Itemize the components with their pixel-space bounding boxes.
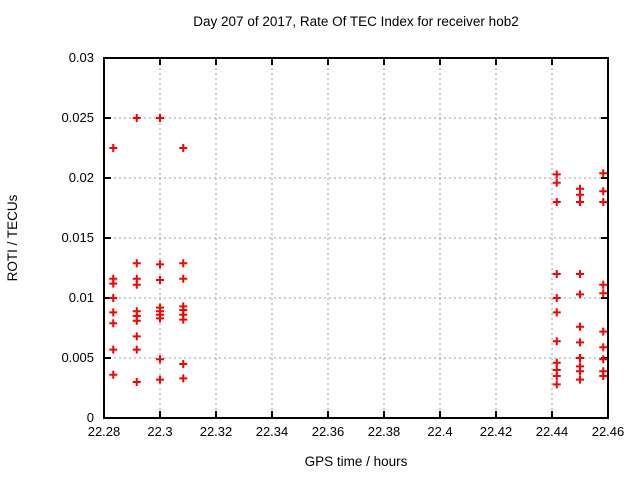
data-point [132, 114, 141, 122]
x-tick-label: 22.4 [427, 424, 453, 439]
data-point [132, 259, 141, 268]
x-tick-label: 22.34 [255, 424, 289, 439]
x-tick-label: 22.32 [199, 424, 233, 439]
data-point [132, 378, 141, 386]
data-point [576, 375, 584, 384]
data-point [599, 198, 608, 206]
data-point [552, 308, 561, 317]
data-point [156, 355, 164, 364]
data-point [552, 270, 561, 278]
x-tick-label: 22.46 [591, 424, 625, 439]
data-point [576, 367, 584, 376]
data-point [109, 294, 118, 302]
data-point [599, 343, 608, 352]
x-tick-label: 22.38 [367, 424, 401, 439]
data-point [552, 178, 561, 187]
y-tick-label: 0 [86, 410, 94, 425]
x-tick-label: 22.3 [147, 424, 173, 439]
x-tick-label: 22.44 [535, 424, 569, 439]
data-point [576, 354, 584, 362]
data-point [179, 374, 188, 383]
x-axis-label: GPS time / hours [304, 454, 408, 469]
data-point [179, 144, 188, 152]
data-point [576, 190, 584, 199]
y-tick-label: 0.01 [68, 290, 94, 305]
data-point [156, 114, 164, 122]
y-tick-label: 0.03 [68, 50, 94, 65]
data-point [132, 332, 141, 341]
x-tick-label: 22.28 [87, 424, 121, 439]
y-tick-label: 0.02 [68, 170, 94, 185]
data-point [599, 280, 608, 289]
data-point [599, 169, 608, 178]
data-point [576, 322, 584, 331]
data-point [109, 345, 118, 354]
data-point [576, 270, 584, 278]
data-point [179, 315, 188, 324]
data-point [552, 380, 561, 389]
data-point [552, 358, 561, 367]
data-point [576, 198, 584, 206]
data-point [109, 279, 118, 288]
data-point [109, 144, 118, 152]
x-tick-label: 22.42 [479, 424, 513, 439]
data-point [132, 280, 141, 289]
data-point [179, 360, 188, 368]
y-tick-label: 0.025 [61, 110, 94, 125]
data-point [599, 355, 608, 364]
x-tick-label: 22.36 [311, 424, 345, 439]
data-point [552, 170, 561, 179]
y-tick-label: 0.015 [61, 230, 94, 245]
data-point [109, 308, 118, 317]
data-point [576, 338, 584, 347]
data-point [599, 327, 608, 336]
y-tick-label: 0.005 [61, 350, 94, 365]
data-point [552, 294, 561, 302]
data-point [109, 319, 118, 328]
data-point [576, 290, 584, 299]
data-point [132, 316, 141, 325]
data-point [179, 259, 188, 268]
data-point [552, 372, 561, 380]
data-point [552, 337, 561, 346]
data-point [156, 314, 164, 323]
chart-title: Day 207 of 2017, Rate Of TEC Index for r… [193, 14, 519, 29]
data-point [156, 375, 164, 384]
data-point [109, 370, 118, 379]
data-point [156, 260, 164, 269]
data-point [599, 372, 608, 380]
data-point [156, 276, 164, 284]
data-point [179, 274, 188, 283]
data-point [599, 289, 608, 298]
data-point [599, 187, 608, 196]
data-point [552, 198, 561, 206]
data-point [132, 345, 141, 354]
